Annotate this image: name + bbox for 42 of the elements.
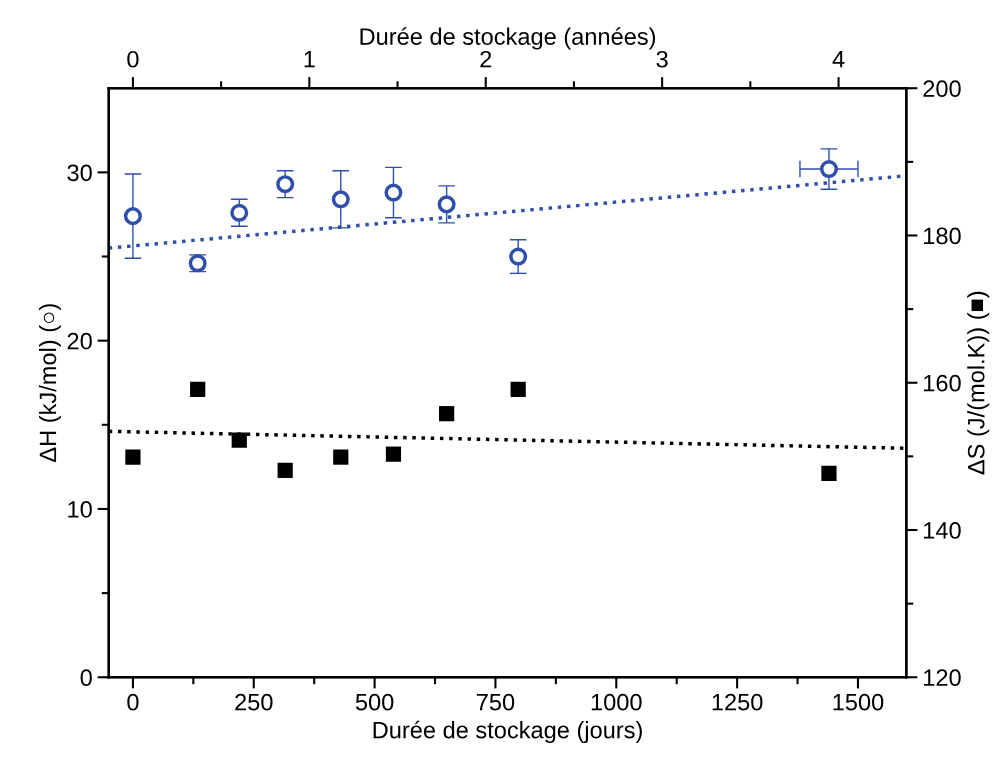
point xyxy=(331,190,350,209)
x-axis-title: Durée de stockage (jours) xyxy=(373,720,642,744)
x-tick-label: 0 xyxy=(127,693,139,711)
x2-tick-label: 4 xyxy=(832,51,845,68)
x-tick-label: 500 xyxy=(355,693,394,711)
y-tick-label: 30 xyxy=(67,164,92,182)
point xyxy=(439,406,455,422)
point xyxy=(277,462,293,478)
point xyxy=(819,159,838,179)
x2-tick-label: 1 xyxy=(304,51,315,68)
y-tick-label: 10 xyxy=(68,501,92,518)
y-tick-label: 20 xyxy=(67,332,92,350)
y2-tick-label: 140 xyxy=(924,522,961,539)
x-tick-label: 1250 xyxy=(712,693,763,711)
x2-tick-label: 0 xyxy=(127,50,139,68)
x-tick-label: 1500 xyxy=(833,693,884,711)
y-axis-title: ΔH (kJ/mol) (○) xyxy=(38,304,61,462)
x2-tick-label: 3 xyxy=(656,50,668,68)
point xyxy=(125,449,141,465)
x-tick-label: 250 xyxy=(235,693,273,711)
point xyxy=(509,247,528,266)
point xyxy=(231,432,247,448)
point xyxy=(230,203,249,222)
point xyxy=(437,195,456,214)
point xyxy=(510,381,526,397)
x2-tick-label: 2 xyxy=(480,50,492,68)
x2-axis-title: Durée de stockage (années) xyxy=(360,27,656,50)
point xyxy=(333,449,349,465)
y2-tick-label: 120 xyxy=(924,669,961,687)
y2-axis-title: ΔS (J/(mol.K)) (■) xyxy=(967,291,990,475)
point xyxy=(190,381,206,397)
point xyxy=(821,465,837,481)
y2-tick-label: 200 xyxy=(923,80,961,98)
y-tick-label: 0 xyxy=(80,669,92,687)
y2-tick-label: 180 xyxy=(924,227,961,245)
y2-tick-label: 160 xyxy=(924,374,961,392)
point xyxy=(123,207,142,226)
point xyxy=(276,175,295,194)
x-tick-label: 1000 xyxy=(591,693,642,711)
x-tick-label: 750 xyxy=(476,693,515,711)
point xyxy=(385,446,402,462)
point xyxy=(384,183,403,202)
